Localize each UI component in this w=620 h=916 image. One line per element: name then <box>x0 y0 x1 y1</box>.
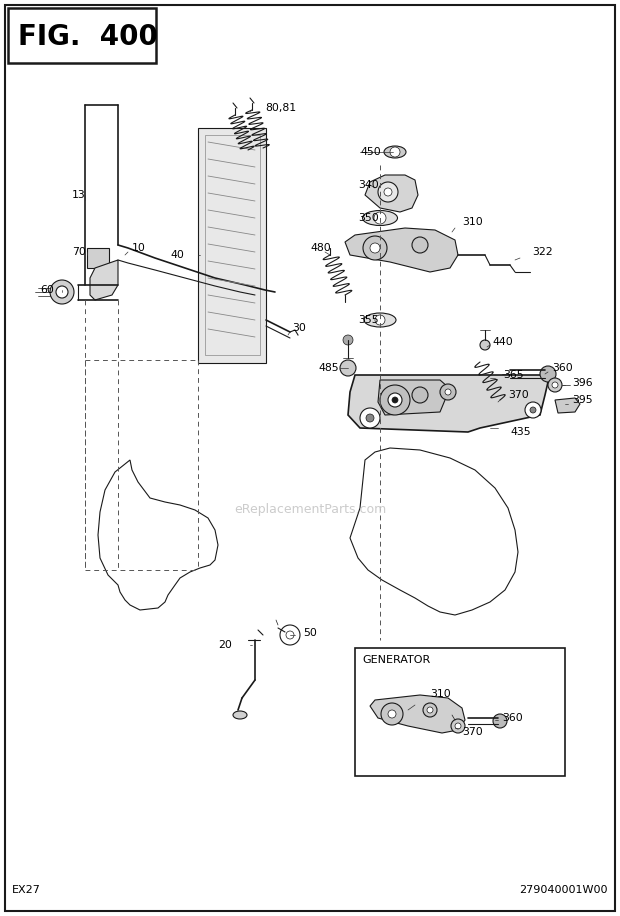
Text: 480: 480 <box>310 243 330 253</box>
Circle shape <box>380 385 410 415</box>
Circle shape <box>412 237 428 253</box>
Polygon shape <box>378 380 448 415</box>
Text: 10: 10 <box>132 243 146 253</box>
Circle shape <box>366 414 374 422</box>
Ellipse shape <box>364 313 396 327</box>
Text: 40: 40 <box>170 250 184 260</box>
Polygon shape <box>365 175 418 212</box>
Text: 13: 13 <box>72 190 86 200</box>
Text: 322: 322 <box>532 247 552 257</box>
Circle shape <box>392 397 398 403</box>
Bar <box>355 648 565 776</box>
Circle shape <box>493 714 507 728</box>
Text: eReplacementParts.com: eReplacementParts.com <box>234 504 386 517</box>
Circle shape <box>530 407 536 413</box>
Text: 50: 50 <box>303 628 317 638</box>
Bar <box>8 8 156 63</box>
Circle shape <box>455 723 461 729</box>
Polygon shape <box>555 398 580 413</box>
Bar <box>198 128 266 363</box>
Circle shape <box>375 315 385 325</box>
Text: 435: 435 <box>510 427 531 437</box>
Circle shape <box>363 236 387 260</box>
Circle shape <box>412 387 428 403</box>
Circle shape <box>423 703 437 717</box>
Text: 310: 310 <box>430 689 451 699</box>
Circle shape <box>286 631 294 639</box>
Text: 370: 370 <box>462 727 483 737</box>
Circle shape <box>390 147 400 157</box>
Text: 396: 396 <box>572 378 593 388</box>
Text: 440: 440 <box>492 337 513 347</box>
Circle shape <box>552 382 558 388</box>
Circle shape <box>381 703 403 725</box>
Circle shape <box>548 378 562 392</box>
Text: 20: 20 <box>218 640 232 650</box>
Circle shape <box>280 625 300 645</box>
Circle shape <box>56 286 68 298</box>
Circle shape <box>427 707 433 713</box>
Text: 355: 355 <box>358 315 379 325</box>
Text: 60: 60 <box>40 285 54 295</box>
Ellipse shape <box>233 711 247 719</box>
Circle shape <box>340 360 356 376</box>
Text: 360: 360 <box>502 713 523 723</box>
Text: 279040001W00: 279040001W00 <box>520 885 608 895</box>
Text: 340: 340 <box>358 180 379 190</box>
Text: GENERATOR: GENERATOR <box>362 655 430 665</box>
Circle shape <box>50 280 74 304</box>
Polygon shape <box>90 260 118 300</box>
Text: 365: 365 <box>503 370 524 380</box>
Circle shape <box>445 389 451 395</box>
Bar <box>87 248 109 268</box>
Circle shape <box>384 188 392 196</box>
Circle shape <box>540 366 556 382</box>
Text: 485: 485 <box>318 363 339 373</box>
Polygon shape <box>370 695 465 733</box>
Circle shape <box>440 384 456 400</box>
Text: 360: 360 <box>552 363 573 373</box>
Text: EX27: EX27 <box>12 885 41 895</box>
Circle shape <box>525 402 541 418</box>
Text: 450: 450 <box>360 147 381 157</box>
Circle shape <box>343 335 353 345</box>
Text: FIG.  400: FIG. 400 <box>18 23 158 51</box>
Circle shape <box>360 408 380 428</box>
Text: 370: 370 <box>508 390 529 400</box>
Circle shape <box>480 340 490 350</box>
Circle shape <box>374 212 386 224</box>
Text: 310: 310 <box>462 217 483 227</box>
Text: 395: 395 <box>572 395 593 405</box>
Text: 70: 70 <box>72 247 86 257</box>
Circle shape <box>451 719 465 733</box>
Polygon shape <box>345 228 458 272</box>
Circle shape <box>370 243 380 253</box>
Circle shape <box>388 393 402 407</box>
Polygon shape <box>348 375 548 432</box>
Ellipse shape <box>363 211 397 225</box>
Text: 350: 350 <box>358 213 379 223</box>
Text: 80,81: 80,81 <box>265 103 296 113</box>
Text: 30: 30 <box>292 323 306 333</box>
Circle shape <box>378 182 398 202</box>
Circle shape <box>388 710 396 718</box>
Ellipse shape <box>384 146 406 158</box>
Bar <box>205 135 260 355</box>
